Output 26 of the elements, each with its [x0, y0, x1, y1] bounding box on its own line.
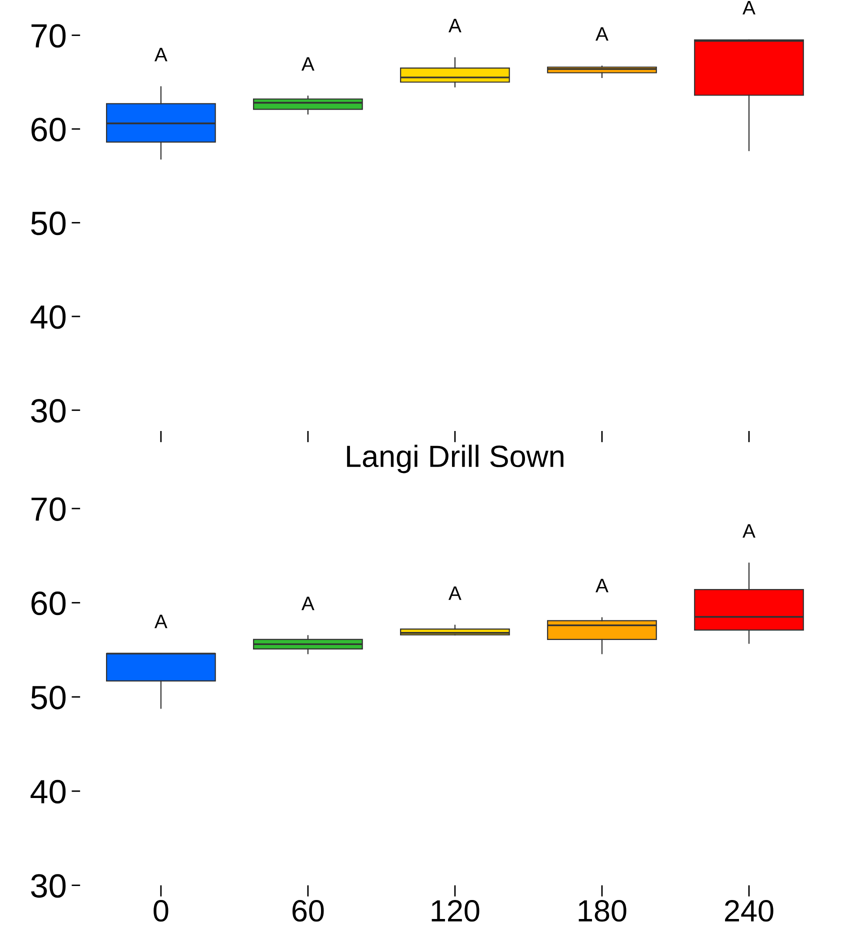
text: A	[448, 18, 462, 32]
annotation: A	[154, 614, 168, 628]
y-tick-label: 70	[32, 24, 66, 48]
y-tick-label: 70	[32, 497, 66, 521]
annotation: A	[742, 524, 756, 538]
chart-title: Langi Drill Sown	[347, 444, 564, 474]
y-tick-label: 30	[31, 874, 66, 898]
y-tick-label: 60	[32, 118, 66, 142]
annotation: A	[302, 596, 314, 610]
y-tick-label: 50	[31, 212, 66, 236]
annotation: A	[448, 586, 462, 600]
x-tick-label: 60	[292, 900, 324, 922]
y-tick-label: 30	[31, 398, 66, 423]
x-tick-label: 120	[432, 900, 480, 922]
x-tick-label: 240	[725, 900, 774, 922]
x-tick-label: 180	[578, 900, 626, 922]
annotation: A	[154, 48, 168, 62]
y-tick-label: 40	[30, 780, 66, 804]
annotation: A	[596, 578, 608, 592]
y-tick-label: 50	[31, 686, 66, 710]
annotation: A	[596, 27, 608, 41]
y-tick-label: 40	[30, 305, 66, 329]
x-tick-label: 0	[154, 900, 168, 922]
y-tick-label: 60	[32, 592, 66, 616]
text: A	[742, 1, 756, 14]
annotation: A	[302, 57, 314, 71]
